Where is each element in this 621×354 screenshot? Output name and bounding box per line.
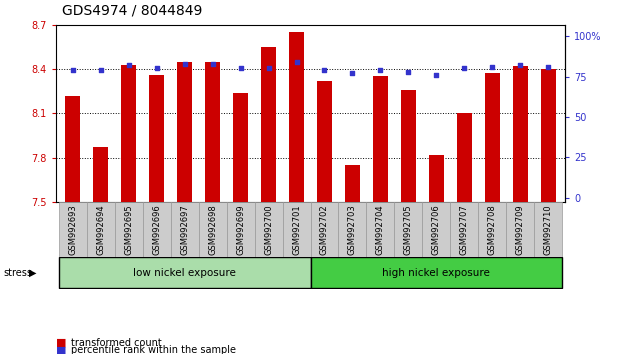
- Text: GSM992710: GSM992710: [544, 205, 553, 255]
- Bar: [373, 76, 388, 202]
- Bar: [401, 90, 416, 202]
- Point: [96, 67, 106, 73]
- Point: [124, 62, 134, 68]
- Text: GSM992703: GSM992703: [348, 205, 357, 255]
- Bar: [345, 165, 360, 202]
- Point: [376, 67, 386, 73]
- Point: [207, 61, 217, 67]
- Bar: [456, 113, 472, 202]
- Bar: [93, 147, 108, 202]
- Text: ■: ■: [56, 338, 66, 348]
- Text: GSM992694: GSM992694: [96, 205, 105, 255]
- Text: GSM992696: GSM992696: [152, 205, 161, 255]
- Text: GSM992704: GSM992704: [376, 205, 385, 255]
- Bar: [283, 202, 310, 257]
- Bar: [205, 62, 220, 202]
- Text: stress: stress: [3, 268, 32, 278]
- Bar: [59, 202, 87, 257]
- Point: [235, 65, 245, 71]
- Bar: [87, 202, 115, 257]
- Text: low nickel exposure: low nickel exposure: [133, 268, 236, 278]
- Text: percentile rank within the sample: percentile rank within the sample: [71, 346, 237, 354]
- Point: [179, 61, 189, 67]
- Bar: [506, 202, 534, 257]
- Text: GSM992700: GSM992700: [264, 205, 273, 255]
- Text: GSM992708: GSM992708: [488, 205, 497, 255]
- Bar: [310, 257, 562, 288]
- Bar: [255, 202, 283, 257]
- Text: high nickel exposure: high nickel exposure: [383, 268, 491, 278]
- Bar: [478, 202, 506, 257]
- Point: [348, 70, 358, 76]
- Bar: [428, 155, 444, 202]
- Bar: [227, 202, 255, 257]
- Point: [460, 65, 469, 71]
- Bar: [115, 202, 143, 257]
- Text: GSM992701: GSM992701: [292, 205, 301, 255]
- Text: GSM992706: GSM992706: [432, 205, 441, 255]
- Text: GDS4974 / 8044849: GDS4974 / 8044849: [62, 4, 202, 18]
- Text: GSM992705: GSM992705: [404, 205, 413, 255]
- Bar: [534, 202, 562, 257]
- Bar: [317, 81, 332, 202]
- Point: [515, 62, 525, 68]
- Text: GSM992699: GSM992699: [236, 205, 245, 255]
- Bar: [366, 202, 394, 257]
- Text: transformed count: transformed count: [71, 338, 162, 348]
- Point: [543, 64, 553, 70]
- Text: GSM992707: GSM992707: [460, 205, 469, 255]
- Bar: [261, 47, 276, 202]
- Point: [320, 67, 330, 73]
- Text: ▶: ▶: [29, 268, 37, 278]
- Point: [404, 69, 414, 74]
- Bar: [199, 202, 227, 257]
- Bar: [310, 202, 338, 257]
- Bar: [338, 202, 366, 257]
- Bar: [121, 64, 137, 202]
- Bar: [541, 69, 556, 202]
- Point: [487, 64, 497, 70]
- Text: ■: ■: [56, 346, 66, 354]
- Bar: [171, 202, 199, 257]
- Text: GSM992702: GSM992702: [320, 205, 329, 255]
- Bar: [177, 62, 193, 202]
- Bar: [394, 202, 422, 257]
- Point: [68, 67, 78, 73]
- Text: GSM992695: GSM992695: [124, 205, 133, 255]
- Point: [432, 72, 442, 78]
- Point: [263, 65, 273, 71]
- Bar: [149, 75, 165, 202]
- Bar: [513, 66, 528, 202]
- Point: [152, 65, 161, 71]
- Bar: [450, 202, 478, 257]
- Bar: [422, 202, 450, 257]
- Text: GSM992698: GSM992698: [208, 205, 217, 255]
- Text: GSM992697: GSM992697: [180, 205, 189, 255]
- Point: [291, 59, 301, 65]
- Bar: [233, 93, 248, 202]
- Bar: [59, 257, 310, 288]
- Bar: [65, 96, 80, 202]
- Text: GSM992693: GSM992693: [68, 205, 77, 255]
- Bar: [289, 32, 304, 202]
- Text: GSM992709: GSM992709: [516, 205, 525, 255]
- Bar: [143, 202, 171, 257]
- Bar: [484, 74, 500, 202]
